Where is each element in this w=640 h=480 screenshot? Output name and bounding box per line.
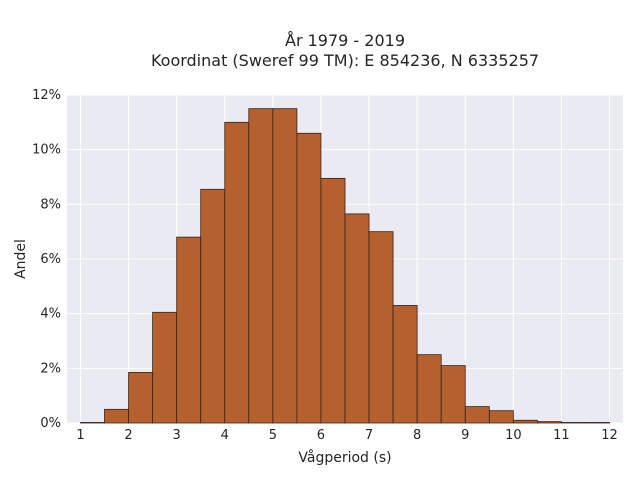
histogram-bar xyxy=(224,121,250,424)
histogram-bar xyxy=(344,213,370,424)
x-tick-label: 12 xyxy=(601,428,618,443)
x-tick-label: 5 xyxy=(269,428,277,443)
x-tick-label: 4 xyxy=(221,428,229,443)
x-tick-label: 2 xyxy=(124,428,132,443)
y-tick-label: 10% xyxy=(32,143,61,158)
histogram-bar xyxy=(200,188,226,424)
histogram-bar xyxy=(320,177,346,424)
x-tick-label: 11 xyxy=(553,428,570,443)
x-tick-label: 1 xyxy=(76,428,84,443)
y-tick-label: 4% xyxy=(40,307,61,322)
histogram-bar xyxy=(585,422,610,424)
x-tick-label: 7 xyxy=(365,428,373,443)
histogram-bar xyxy=(488,410,514,424)
x-tick-label: 10 xyxy=(505,428,522,443)
histogram-bar xyxy=(248,108,274,424)
histogram-bars xyxy=(80,108,610,424)
y-axis-ticks: 0% 2% 4% 6% 8% 10% 12% xyxy=(32,88,61,431)
x-tick-label: 3 xyxy=(173,428,181,443)
y-axis-label: Andel xyxy=(13,239,29,279)
x-axis-label: Vågperiod (s) xyxy=(298,449,391,466)
x-axis-ticks: 1 2 3 4 5 6 7 8 9 10 11 12 xyxy=(76,428,617,443)
histogram-bar xyxy=(104,408,129,424)
y-tick-label: 2% xyxy=(40,361,61,376)
x-tick-label: 9 xyxy=(461,428,469,443)
chart-title-line1: År 1979 - 2019 xyxy=(285,31,405,50)
x-tick-label: 6 xyxy=(317,428,325,443)
histogram-bar xyxy=(80,422,105,424)
histogram-bar xyxy=(128,372,154,424)
histogram-bar xyxy=(272,108,298,424)
histogram-bar xyxy=(464,406,490,424)
histogram-bar xyxy=(152,311,178,424)
y-tick-label: 0% xyxy=(40,416,61,431)
chart-title-line2: Koordinat (Sweref 99 TM): E 854236, N 63… xyxy=(151,51,539,70)
x-tick-label: 8 xyxy=(413,428,421,443)
histogram-bar xyxy=(561,422,586,424)
histogram-bar xyxy=(296,132,322,424)
histogram-bar xyxy=(368,231,394,424)
histogram-bar xyxy=(536,421,562,424)
histogram-bar xyxy=(416,354,442,424)
histogram-bar xyxy=(512,419,538,424)
histogram-bar xyxy=(392,305,418,424)
y-tick-label: 8% xyxy=(40,197,61,212)
y-tick-label: 6% xyxy=(40,252,61,267)
y-tick-label: 12% xyxy=(32,88,61,103)
histogram-bar xyxy=(176,236,202,424)
histogram-bar xyxy=(440,365,466,424)
